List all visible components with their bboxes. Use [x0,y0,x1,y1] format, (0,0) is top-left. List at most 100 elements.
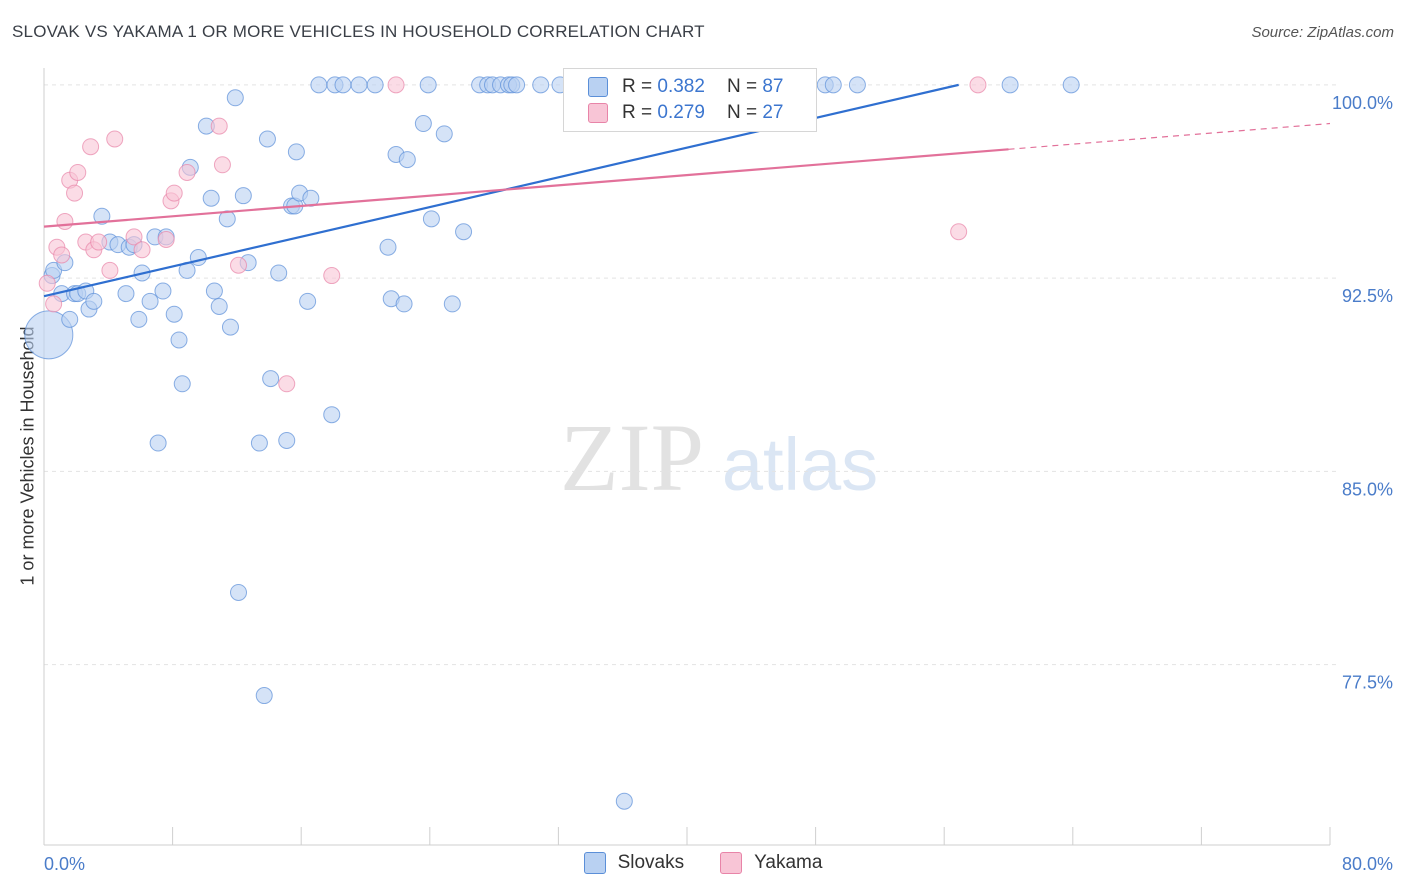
series-legend-slovaks: Slovaks [583,852,685,874]
yakama-point [950,223,968,241]
yakama-point [387,76,405,94]
slovak-point [173,375,191,393]
slovak-point [395,295,413,313]
series-legend: Slovaks Yakama [0,852,1406,874]
series-legend-label: Slovaks [617,852,685,873]
legend-r-label: R = [622,102,653,123]
y-tick-label: 85.0% [1342,479,1393,499]
legend-n-value: 87 [762,76,784,97]
yakama-point [323,267,341,285]
slovak-point [189,249,207,267]
legend-n-label: N = [726,102,758,123]
yakama-point [38,274,56,292]
yakama-point [90,233,108,251]
yakama-point [56,212,74,230]
slovak-point [615,792,633,810]
yakama-point [66,184,84,202]
slovak-point [202,189,220,207]
slovak-point [323,406,341,424]
x-tick-label: 0.0% [44,854,85,874]
slovak-point [205,282,223,300]
yakama-point [230,256,248,274]
yakama-point [82,138,100,156]
slovak-point [350,76,368,94]
slovak-point [379,238,397,256]
slovak-point [443,295,461,313]
slovak-point [366,76,384,94]
yakama-point [210,117,228,135]
yakama-point [69,163,87,181]
slovak-point [130,310,148,328]
series-swatch-yakama [720,852,743,874]
slovak-point [117,285,135,303]
slovak-point [310,76,328,94]
yakama-point [101,261,119,279]
yakama-point [133,241,151,259]
yakama-point [106,130,124,148]
slovak-point [93,207,111,225]
yakama-point [157,230,175,248]
yakama-point [213,156,231,174]
slovak-point [532,76,550,94]
slovak-point [262,370,280,388]
slovak-point [1062,76,1080,94]
slovak-point [455,223,473,241]
legend-r-label: R = [622,76,653,97]
source-label: Source: ZipAtlas.com [1251,24,1394,41]
yakama-point [165,184,183,202]
slovak-point [398,151,416,169]
legend-n-value: 27 [762,102,784,123]
slovak-point [414,115,432,133]
slovak-point [287,143,305,161]
slovak-point [270,264,288,282]
slovak-point [824,76,842,94]
yakama-point [45,295,63,313]
legend-n-label: N = [726,76,758,97]
y-tick-label: 77.5% [1342,673,1393,693]
slovak-point [848,76,866,94]
slovak-point [250,434,268,452]
slovak-point [85,292,103,310]
slovak-point [154,282,172,300]
y-tick-label: 100.0% [1332,93,1393,113]
slovak-point [258,130,276,148]
slovak-point [221,318,239,336]
legend-swatch-yakama [588,103,608,123]
slovak-point [210,297,228,315]
slovak-point [435,125,453,143]
yakama-point [178,163,196,181]
slovak-point [255,687,273,705]
slovak-point [170,331,188,349]
yakama-point [125,228,143,246]
legend-swatch-slovaks [588,77,608,97]
slovak-point [226,89,244,107]
slovak-point [508,76,526,94]
slovak-point [149,434,167,452]
slovak-point [278,431,296,449]
yakama-point [278,375,296,393]
legend-r-value: 0.382 [657,76,705,97]
slovak-point [141,292,159,310]
correlation-legend: R = 0.382 N = 87 R = 0.279 N = 27 [563,68,817,132]
yakama-trendline-extension [1008,122,1331,150]
series-swatch-slovaks [583,852,606,874]
slovak-point [234,187,252,205]
slovak-point [165,305,183,323]
slovak-point [230,583,248,601]
series-legend-label: Yakama [754,852,823,873]
slovak-point [334,76,352,94]
slovak-point [422,210,440,228]
x-tick-label: 80.0% [1342,854,1393,874]
legend-r-value: 0.279 [657,102,705,123]
slovak-point [1001,76,1019,94]
legend-row-yakama: R = 0.279 N = 27 [588,101,783,125]
yakama-point [53,246,71,264]
watermark-atlas: atlas [722,423,878,506]
chart-title: SLOVAK VS YAKAMA 1 OR MORE VEHICLES IN H… [12,22,705,41]
slovak-point [299,292,317,310]
y-tick-label: 92.5% [1342,286,1393,306]
series-legend-yakama: Yakama [720,852,822,874]
slovak-point [419,76,437,94]
slovak-point [61,310,79,328]
